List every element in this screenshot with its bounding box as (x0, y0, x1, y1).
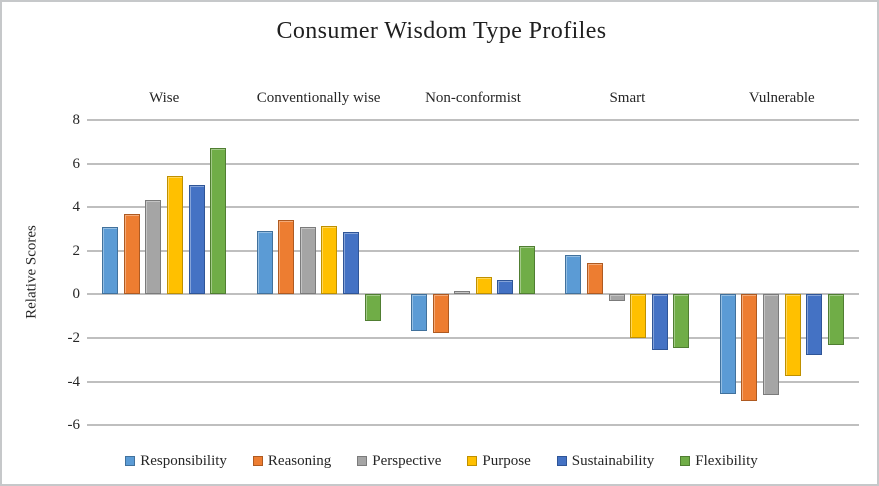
legend-item-flexibility: Flexibility (680, 453, 758, 469)
legend-item-sustainability: Sustainability (556, 453, 655, 469)
legend-swatch-sustainability (556, 456, 567, 466)
chart-title: Consumer Wisdom Type Profiles (276, 18, 607, 44)
category-label-non-conformist: Non-conformist (425, 90, 521, 106)
gridline-8 (87, 119, 859, 121)
legend-swatch-responsibility (125, 456, 136, 466)
category-label-smart: Smart (609, 90, 646, 106)
bar-perspective-vulnerable (763, 294, 779, 395)
bar-responsibility-conventionally-wise (256, 231, 273, 295)
bar-purpose-conventionally-wise (321, 225, 338, 295)
bar-purpose-wise (167, 175, 183, 295)
legend-swatch-purpose (467, 456, 478, 466)
legend-label: Sustainability (571, 453, 655, 469)
legend-label: Purpose (482, 453, 531, 469)
bar-responsibility-wise (102, 226, 119, 295)
bar-reasoning-wise (123, 213, 140, 295)
bar-flexibility-vulnerable (827, 294, 844, 345)
bar-flexibility-conventionally-wise (364, 294, 381, 321)
gridline-4 (87, 206, 859, 209)
y-tick-label: -2 (67, 330, 81, 346)
gridline--6 (87, 424, 859, 427)
gridline--2 (87, 337, 859, 339)
y-tick-label: 6 (72, 155, 81, 172)
y-tick-label: -4 (67, 373, 81, 390)
bar-reasoning-vulnerable (741, 294, 758, 402)
legend-swatch-perspective (357, 456, 368, 466)
bar-perspective-conventionally-wise (299, 226, 316, 295)
category-label-wise: Wise (149, 90, 180, 106)
legend-swatch-flexibility (680, 456, 691, 466)
bar-reasoning-smart (587, 262, 603, 295)
bar-responsibility-vulnerable (719, 294, 736, 394)
bar-reasoning-conventionally-wise (278, 220, 295, 295)
y-tick-label: -6 (67, 417, 81, 434)
gridline-6 (87, 162, 859, 165)
legend-label: Perspective (372, 453, 442, 469)
legend: Responsibility Reasoning Perspective Purpos… (2, 449, 879, 473)
bar-reasoning-non-conformist (432, 294, 449, 333)
bar-purpose-non-conformist (475, 276, 492, 295)
legend-swatch-reasoning (252, 456, 263, 466)
legend-label: Reasoning (267, 453, 332, 469)
bar-responsibility-smart (565, 255, 582, 295)
bar-sustainability-conventionally-wise (343, 232, 359, 295)
bar-responsibility-non-conformist (411, 294, 427, 332)
gridline-2 (87, 249, 859, 252)
bar-flexibility-non-conformist (519, 246, 535, 295)
legend-label: Responsibility (140, 453, 227, 469)
bar-perspective-non-conformist (454, 291, 471, 295)
bar-sustainability-smart (651, 294, 668, 350)
legend-item-purpose: Purpose (467, 453, 531, 469)
bar-perspective-wise (145, 199, 162, 295)
bar-flexibility-smart (673, 294, 690, 348)
gridline--4 (87, 380, 859, 383)
y-tick-label: 8 (72, 112, 81, 128)
bar-flexibility-wise (210, 148, 227, 295)
legend-label: Flexibility (695, 453, 758, 469)
bar-perspective-smart (608, 294, 625, 301)
bar-sustainability-wise (188, 185, 205, 295)
y-tick-label: 0 (72, 286, 81, 303)
bar-sustainability-vulnerable (806, 294, 823, 356)
bar-purpose-vulnerable (784, 294, 801, 377)
bar-purpose-smart (630, 294, 647, 338)
category-label-vulnerable: Vulnerable (748, 90, 815, 106)
gridline-0 (87, 293, 859, 296)
legend-item-perspective: Perspective (357, 453, 441, 469)
bar-sustainability-non-conformist (497, 280, 514, 295)
legend-item-responsibility: Responsibility (125, 453, 227, 469)
y-tick-label: 4 (72, 199, 81, 216)
category-label-conventionally-wise: Conventionally wise (256, 90, 381, 106)
y-tick-label: 2 (72, 242, 81, 259)
legend-item-reasoning: Reasoning (252, 453, 332, 469)
